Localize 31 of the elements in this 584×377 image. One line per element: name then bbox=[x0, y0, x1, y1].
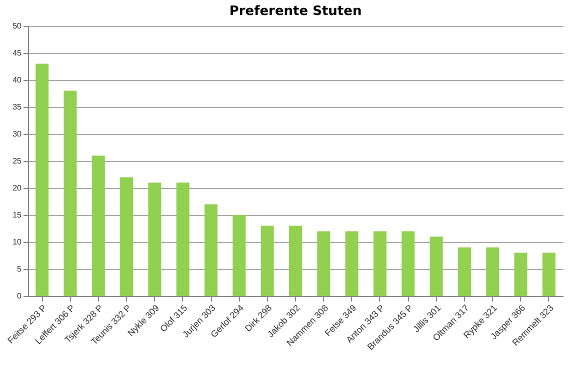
chart-title: Preferente Stuten bbox=[229, 4, 362, 19]
bar bbox=[148, 182, 162, 296]
bar bbox=[486, 247, 500, 296]
y-tick-label: 40 bbox=[12, 76, 22, 84]
bar bbox=[289, 226, 302, 296]
bar bbox=[120, 177, 134, 296]
bar bbox=[458, 247, 471, 296]
bar bbox=[317, 231, 330, 296]
bar bbox=[373, 231, 386, 296]
bar bbox=[64, 90, 77, 296]
bar bbox=[260, 226, 274, 296]
y-tick-label: 30 bbox=[12, 130, 22, 138]
bar bbox=[345, 231, 358, 296]
bar bbox=[430, 236, 443, 296]
y-tick-label: 45 bbox=[12, 48, 22, 58]
y-tick-label: 5 bbox=[17, 264, 22, 274]
y-tick-label: 0 bbox=[17, 292, 22, 300]
bar bbox=[92, 156, 105, 296]
y-tick-label: 50 bbox=[12, 22, 22, 30]
bar bbox=[402, 231, 415, 296]
bar bbox=[232, 215, 246, 296]
bar bbox=[36, 64, 49, 296]
bar bbox=[176, 182, 190, 296]
y-tick-label: 15 bbox=[12, 210, 22, 220]
y-tick-label: 10 bbox=[12, 238, 22, 246]
bar bbox=[542, 252, 556, 296]
bar bbox=[204, 204, 218, 296]
y-tick-label: 20 bbox=[12, 184, 22, 192]
bar bbox=[514, 252, 528, 296]
y-tick-label: 35 bbox=[12, 102, 22, 112]
y-tick-label: 25 bbox=[12, 156, 22, 166]
